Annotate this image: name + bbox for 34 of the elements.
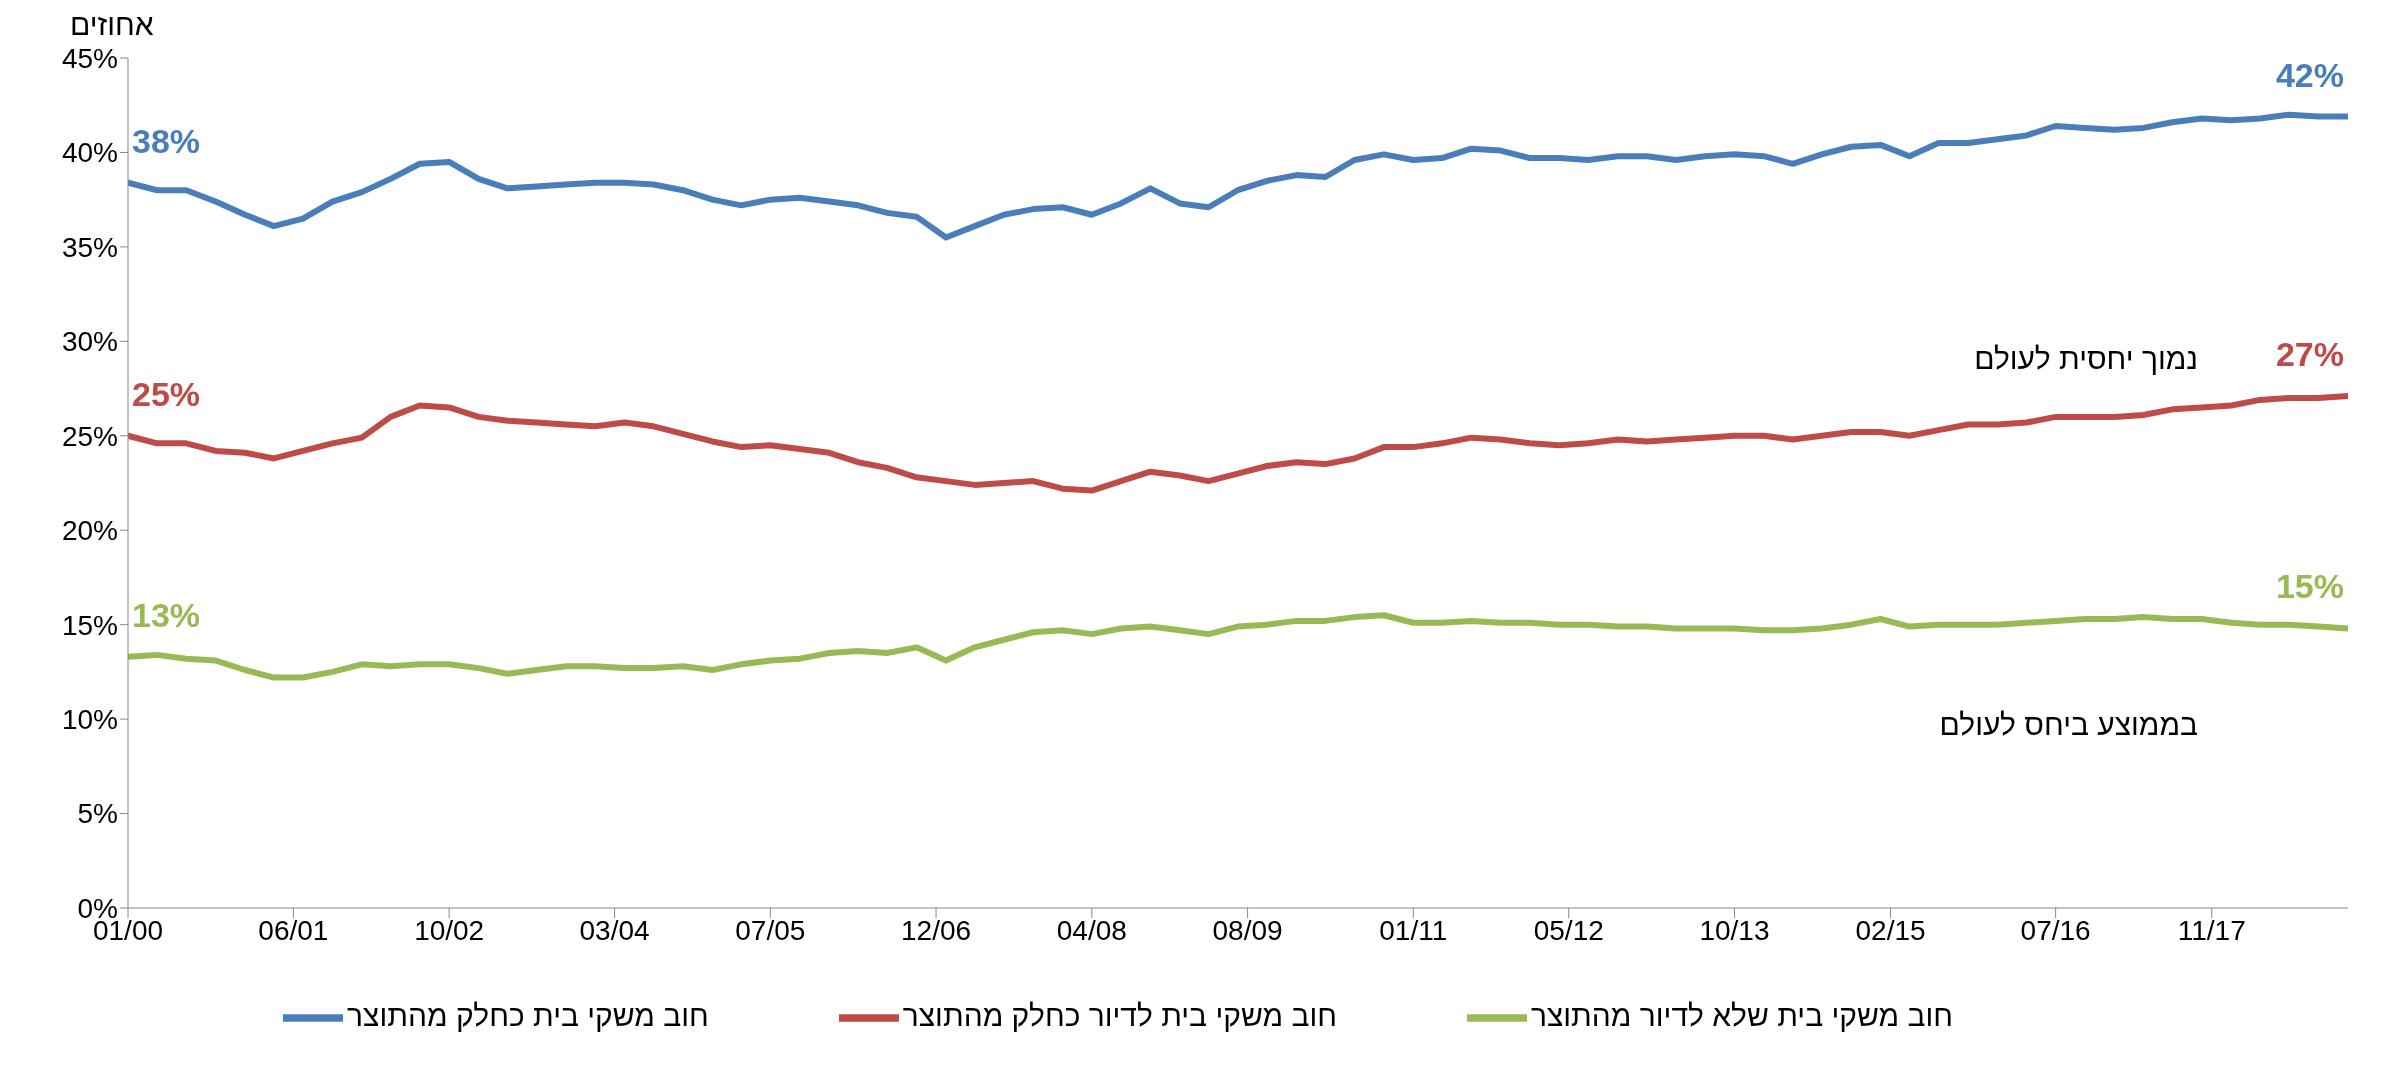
x-tick-label: 06/01 xyxy=(258,914,329,946)
x-tick-label: 03/04 xyxy=(579,914,650,946)
legend-label: חוב משקי בית כחלק מהתוצר xyxy=(347,998,709,1032)
x-tick-label: 04/08 xyxy=(1056,914,1127,946)
data-label: 13% xyxy=(132,595,201,634)
legend-label: חוב משקי בית שלא לדיור מהתוצר xyxy=(1530,998,1953,1032)
x-tick-label: 07/05 xyxy=(735,914,806,946)
y-tick-label: 15% xyxy=(61,609,118,641)
x-tick-label: 01/11 xyxy=(1379,914,1448,946)
data-label: 38% xyxy=(132,121,201,160)
y-tick-label: 45% xyxy=(61,42,118,74)
x-tick-label: 10/02 xyxy=(414,914,485,946)
x-tick-label: 10/13 xyxy=(1699,914,1770,946)
x-tick-label: 12/06 xyxy=(900,914,972,946)
y-tick-label: 40% xyxy=(61,137,118,169)
y-tick-label: 10% xyxy=(61,704,118,736)
x-tick-label: 05/12 xyxy=(1533,914,1604,946)
y-tick-label: 20% xyxy=(61,515,118,547)
x-tick-label: 08/09 xyxy=(1212,914,1283,946)
data-label: 15% xyxy=(2275,567,2344,606)
data-label: 42% xyxy=(2275,55,2344,94)
y-axis-title: אחוזים xyxy=(70,8,154,42)
legend-label: חוב משקי בית לדיור כחלק מהתוצר xyxy=(902,998,1337,1032)
y-tick-label: 30% xyxy=(61,326,118,358)
data-label: 25% xyxy=(132,374,201,413)
x-tick-label: 07/16 xyxy=(2020,914,2091,946)
y-tick-label: 5% xyxy=(77,798,118,830)
y-tick-label: 35% xyxy=(61,231,118,263)
annotation: בממוצע ביחס לעולם xyxy=(1939,708,2198,742)
data-label: 27% xyxy=(2275,335,2344,374)
x-tick-label: 02/15 xyxy=(1855,914,1926,946)
x-tick-label: 11/17 xyxy=(2177,914,2246,946)
y-tick-label: 25% xyxy=(61,420,118,452)
annotation: נמוך יחסית לעולם xyxy=(1974,342,2198,376)
